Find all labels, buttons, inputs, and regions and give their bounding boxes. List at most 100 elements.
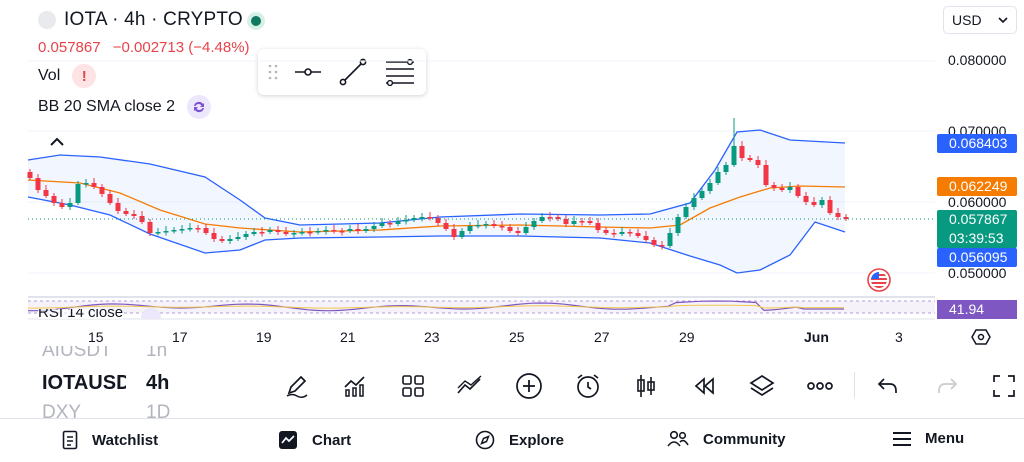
candle-body	[843, 217, 849, 219]
symbol-logo	[38, 11, 56, 29]
community-icon	[667, 430, 689, 447]
market-status-icon	[247, 12, 265, 30]
nav-community[interactable]: Community	[667, 430, 786, 448]
price-chart[interactable]	[0, 0, 935, 355]
alarm-icon[interactable]	[574, 372, 602, 400]
candle-body	[715, 172, 721, 183]
candle-body	[795, 187, 801, 196]
candle-body	[547, 217, 553, 219]
redo-icon[interactable]	[933, 372, 961, 400]
chevron-up-icon	[50, 137, 64, 146]
rsi-settings-icon[interactable]	[140, 307, 162, 319]
candle-body	[819, 200, 825, 205]
candle-body	[523, 227, 529, 233]
candle-body	[235, 237, 241, 239]
bottom-navigation: Watchlist Chart Explore Community Menu	[0, 418, 1024, 462]
collapse-legend-button[interactable]	[40, 130, 74, 154]
candle-body	[339, 231, 345, 233]
toolbar-divider	[854, 372, 855, 398]
candle-body	[331, 230, 337, 232]
symbol-item[interactable]: AIUSDT	[42, 346, 112, 361]
candle-body	[627, 232, 633, 234]
bar-countdown-tag: 03:39:53	[937, 229, 1017, 248]
nav-menu[interactable]: Menu	[893, 430, 964, 447]
candle-body	[139, 216, 145, 222]
time-axis-label: 21	[340, 329, 356, 345]
sync-icon[interactable]	[186, 95, 211, 119]
candle-body	[515, 231, 521, 233]
horizontal-line-tool-icon[interactable]	[294, 62, 322, 82]
rsi-ma-line	[28, 304, 844, 309]
symbol-item-selected[interactable]: IOTAUSD	[42, 372, 126, 394]
candle-body	[643, 236, 649, 240]
candle-body	[683, 207, 689, 217]
candle-body	[35, 178, 41, 190]
time-axis-label: 17	[172, 329, 188, 345]
candle-body	[595, 223, 601, 230]
fib-lines-tool-icon[interactable]	[384, 58, 416, 86]
interval-item[interactable]: 1h	[146, 346, 168, 361]
economic-event-icon[interactable]	[867, 268, 891, 292]
chart-icon	[279, 431, 297, 449]
candle-body	[483, 224, 489, 226]
candle-body	[675, 217, 681, 233]
candle-body	[99, 187, 105, 194]
warning-icon[interactable]: !	[72, 64, 97, 88]
pencil-icon[interactable]	[282, 372, 310, 400]
candle-body	[651, 240, 657, 245]
candle-body	[379, 223, 385, 226]
chart-indicators-icon[interactable]	[341, 372, 369, 400]
nav-explore[interactable]: Explore	[475, 430, 564, 450]
bb-basis-tag: 0.062249	[937, 177, 1017, 196]
time-axis-label: 23	[424, 329, 440, 345]
candle-body	[699, 191, 705, 198]
hamburger-icon	[893, 431, 911, 446]
symbol-title[interactable]: IOTA · 4h · CRYPTO	[64, 9, 243, 30]
bb-upper-tag: 0.068403	[937, 134, 1017, 153]
layers-icon[interactable]	[748, 372, 776, 400]
drag-handle-icon[interactable]	[268, 63, 278, 81]
interval-item-selected[interactable]: 4h	[146, 372, 170, 394]
candle-body	[227, 239, 233, 241]
layout-grid-icon[interactable]	[399, 372, 427, 400]
candle-body	[443, 223, 449, 229]
interval-item[interactable]: 1D	[146, 402, 171, 418]
candles	[27, 118, 849, 250]
candle-body	[755, 160, 761, 165]
candle-body	[459, 231, 465, 237]
price-axis-label: 0.050000	[948, 265, 1007, 281]
candles-icon[interactable]	[632, 372, 660, 400]
candle-body	[51, 196, 57, 203]
candle-body	[243, 234, 249, 237]
time-axis-label: 25	[509, 329, 525, 345]
candle-body	[427, 217, 433, 219]
volume-indicator-legend[interactable]: Vol !	[38, 64, 97, 88]
bb-indicator-legend[interactable]: BB 20 SMA close 2	[38, 95, 211, 119]
candle-body	[467, 226, 473, 231]
undo-icon[interactable]	[874, 372, 902, 400]
more-icon[interactable]	[806, 372, 834, 400]
candle-body	[83, 183, 89, 185]
fullscreen-icon[interactable]	[990, 372, 1018, 400]
candle-body	[387, 223, 393, 225]
chart-settings-icon[interactable]	[971, 327, 991, 347]
candle-body	[75, 184, 81, 203]
candle-body	[403, 220, 409, 222]
symbol-picker[interactable]: AIUSDT 1h IOTAUSD 4h DXY 1D	[42, 346, 182, 418]
candle-body	[147, 222, 153, 233]
symbol-item[interactable]: DXY	[42, 402, 82, 418]
candle-body	[179, 229, 185, 231]
bb-lower-band	[27, 196, 846, 274]
replay-icon[interactable]	[690, 372, 718, 400]
candle-body	[731, 146, 737, 165]
candle-body	[635, 233, 641, 236]
price-axis-label: 0.080000	[948, 52, 1007, 68]
currency-select[interactable]: USD	[943, 6, 1017, 34]
chevron-down-icon	[998, 17, 1008, 24]
nav-watchlist[interactable]: Watchlist	[62, 430, 158, 450]
bb-band-fill	[28, 130, 845, 273]
last-price: 0.057867	[38, 39, 101, 56]
compare-icon[interactable]	[456, 372, 484, 400]
nav-chart[interactable]: Chart	[278, 430, 351, 450]
add-icon[interactable]	[515, 372, 543, 400]
